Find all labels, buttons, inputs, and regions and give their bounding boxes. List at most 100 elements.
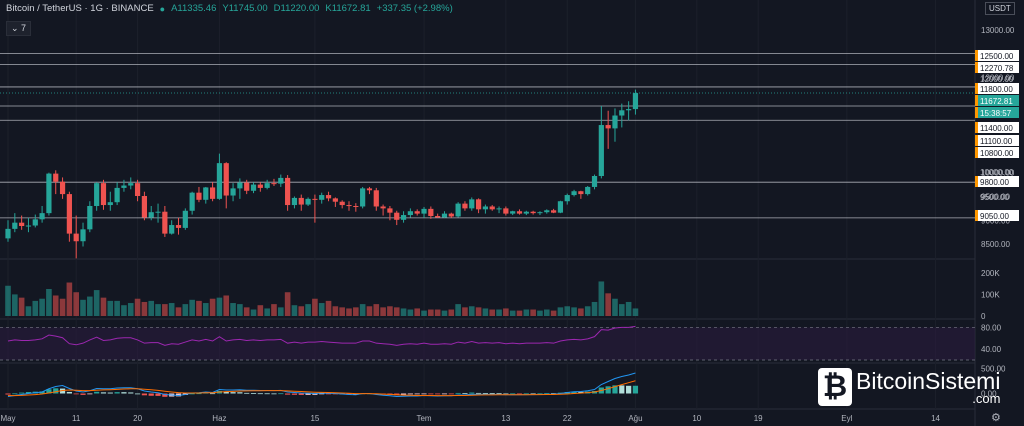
price-label-box — [977, 176, 1019, 187]
macd-histogram-bar — [19, 392, 25, 394]
ohlc-high: Y11745.00 — [222, 3, 268, 14]
macd-histogram-bar — [141, 393, 147, 396]
price-label-box — [977, 95, 1019, 106]
macd-histogram-bar — [87, 393, 93, 395]
x-tick-label: 10 — [692, 414, 701, 423]
volume-bar — [619, 304, 625, 316]
volume-bar — [612, 298, 618, 316]
macd-histogram-bar — [619, 385, 625, 394]
candle-body — [544, 210, 550, 213]
x-tick-label: 14 — [931, 414, 940, 423]
candle-body — [585, 186, 591, 195]
price-label-marker — [975, 122, 978, 133]
volume-bar — [543, 309, 550, 316]
candle-body — [475, 199, 482, 210]
candle-body — [537, 212, 543, 214]
macd-histogram-bar — [196, 393, 202, 395]
price-label-marker — [975, 107, 978, 118]
volume-bar — [468, 306, 475, 316]
macd-histogram-bar — [605, 386, 611, 394]
price-label-marker — [975, 83, 978, 94]
candle-body — [462, 203, 468, 209]
macd-histogram-bar — [571, 391, 577, 394]
volume-bar — [421, 310, 427, 316]
volume-bar — [537, 310, 543, 316]
symbol-title[interactable]: Bitcoin / TetherUS · 1G · BINANCE — [6, 3, 154, 14]
candle-body — [80, 229, 86, 242]
candle-body — [557, 201, 564, 213]
candle-body — [53, 173, 59, 182]
volume-bar — [298, 306, 305, 316]
candle-body — [46, 173, 52, 214]
signal-line — [7, 380, 636, 397]
macd-histogram-bar — [94, 391, 100, 394]
indicator-collapse-button[interactable]: ⌄ 7 — [6, 21, 32, 36]
price-label-marker — [975, 95, 978, 106]
macd-histogram-bar — [291, 393, 298, 395]
candle-body — [134, 183, 141, 196]
candle-body — [482, 206, 488, 210]
candle-body — [503, 208, 509, 214]
candle-body — [285, 177, 291, 206]
candle-body — [523, 211, 529, 214]
macd-histogram-bar — [128, 392, 134, 394]
volume-bar — [578, 308, 584, 316]
macd-histogram-bar — [469, 392, 475, 394]
settings-gear-icon[interactable]: ⚙ — [991, 411, 1001, 424]
candle-body — [244, 182, 250, 191]
macd-histogram-bar — [244, 392, 250, 394]
candle-body — [128, 183, 134, 186]
macd-histogram-bar — [59, 388, 66, 394]
price-label-box — [977, 83, 1019, 94]
macd-histogram-bar — [148, 393, 154, 396]
macd-histogram-bar — [516, 393, 523, 395]
volume-bar — [100, 297, 107, 316]
currency-button[interactable]: USDT — [985, 2, 1015, 15]
volume-bar — [230, 303, 236, 316]
candle-body — [428, 208, 434, 216]
price-label-box — [977, 147, 1019, 158]
price-label-text: 11100.00 — [980, 137, 1013, 146]
candles-layer[interactable] — [5, 89, 639, 259]
volume-bar — [87, 296, 93, 316]
macd-histogram-bar — [489, 393, 495, 394]
candle-body — [387, 208, 393, 213]
volume-bar — [632, 308, 639, 316]
macd-histogram-bar — [223, 391, 229, 394]
volume-bar — [264, 308, 270, 316]
candle-body — [455, 203, 461, 217]
macd-histogram-bar — [12, 393, 18, 395]
y-tick-label: 10000.00 — [981, 169, 1015, 178]
volume-bar — [12, 294, 18, 316]
volume-bar — [366, 306, 373, 316]
candle-body — [189, 192, 195, 211]
volume-bar — [237, 304, 243, 316]
price-label-box — [977, 50, 1019, 61]
candle-body — [394, 212, 400, 220]
price-label-text: 12500.00 — [980, 52, 1014, 61]
macd-histogram-bar — [319, 393, 325, 395]
price-axis[interactable]: 13000.0012000.0010000.009500.009000.0085… — [975, 26, 1019, 424]
logo-suffix: .com — [972, 391, 1001, 406]
rsi-line — [7, 325, 636, 346]
candle-body — [435, 216, 441, 218]
candle-body — [250, 184, 257, 191]
volume-bar — [107, 300, 114, 316]
candle-body — [441, 213, 448, 218]
logo-name: BitcoinSistemi — [856, 368, 1001, 394]
price-label-text: 9050.00 — [980, 212, 1009, 221]
market-open-dot-icon: ● — [159, 3, 166, 14]
candle-body — [264, 183, 270, 188]
ohlc-open: A11335.46 — [171, 3, 217, 14]
macd-histogram-bar — [162, 393, 168, 397]
candle-body — [598, 125, 604, 176]
candle-body — [182, 210, 188, 228]
candle-body — [12, 222, 18, 229]
candle-body — [496, 208, 502, 210]
macd-histogram-bar — [46, 389, 52, 394]
volume-bar — [380, 307, 386, 316]
macd-histogram-bar — [210, 393, 216, 395]
macd-histogram-bar — [53, 388, 59, 394]
time-axis[interactable]: May 11 20 Haz 15 Tem 13 22 Ağu 10 19 Eyl 14 — [0, 414, 940, 423]
macd-histogram-bar — [271, 393, 277, 395]
